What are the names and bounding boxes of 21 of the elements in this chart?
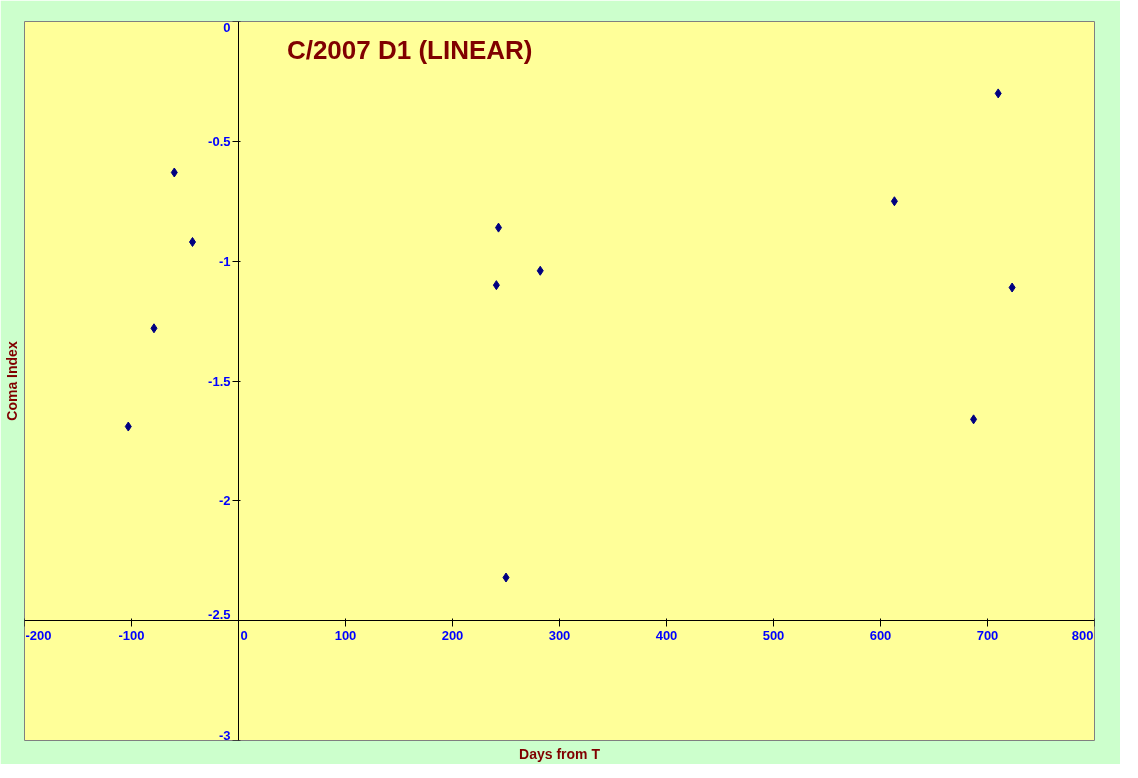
x-tick-label: 400 — [655, 627, 678, 643]
x-tick-label: -100 — [118, 627, 145, 643]
y-tick-label: -1.5 — [208, 373, 231, 389]
y-axis-title: Coma Index — [3, 341, 20, 421]
y-tick-label: -2 — [218, 493, 231, 509]
x-tick-label: 700 — [976, 627, 999, 643]
x-axis-title: Days from T — [519, 745, 601, 762]
y-tick-label: -1 — [218, 253, 231, 269]
x-tick-label: 100 — [334, 627, 357, 643]
x-tick-label: 300 — [548, 627, 571, 643]
x-tick-label: 600 — [869, 627, 892, 643]
text: C/2007 D1 (LINEAR) — [286, 35, 533, 66]
x-tick-label: -200 — [25, 627, 52, 643]
x-tick-label: 0 — [240, 627, 248, 643]
y-tick-label: -0.5 — [208, 133, 231, 149]
y-tick-label: -2.5 — [208, 606, 231, 622]
y-tick-label: -3 — [218, 727, 231, 743]
y-tick-label: 0 — [223, 19, 231, 35]
x-tick-label: 200 — [441, 627, 464, 643]
x-tick-label: 800 — [1071, 627, 1094, 643]
x-tick-label: 500 — [762, 627, 785, 643]
